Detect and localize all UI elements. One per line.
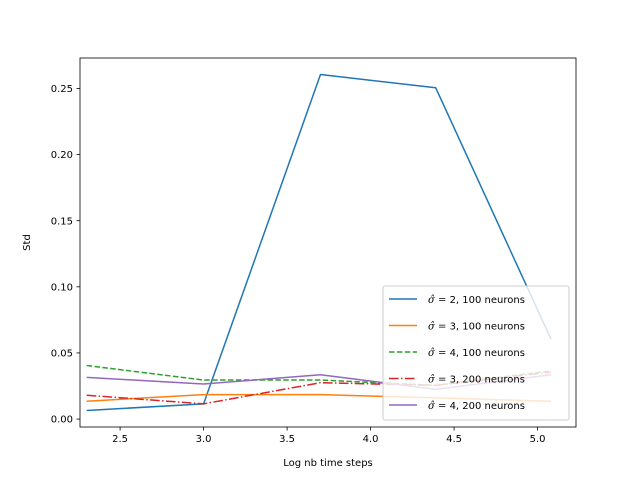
x-tick-label: 2.5 [112, 434, 128, 445]
x-tick-label: 3.5 [279, 434, 295, 445]
x-tick-label: 3.0 [196, 434, 212, 445]
y-tick-label: 0.20 [51, 150, 73, 161]
y-tick-label: 0.25 [51, 84, 73, 95]
legend-label: σ̂ = 4, 100 neurons [428, 348, 525, 359]
y-tick-label: 0.05 [51, 349, 73, 360]
x-axis-label: Log nb time steps [283, 458, 373, 469]
y-axis-ticks: 0.00 0.05 0.10 0.15 0.20 0.25 [51, 84, 80, 426]
y-axis-label: Std [22, 234, 33, 251]
legend-label: σ̂ = 2, 100 neurons [428, 295, 525, 306]
legend-label: σ̂ = 4, 200 neurons [428, 401, 525, 412]
x-axis-ticks: 2.5 3.0 3.5 4.0 4.5 5.0 [112, 427, 546, 445]
x-tick-label: 4.5 [446, 434, 462, 445]
legend: σ̂ = 2, 100 neurons σ̂ = 3, 100 neurons σ̂… [382, 285, 570, 421]
y-tick-label: 0.10 [51, 282, 73, 293]
y-tick-label: 0.00 [51, 415, 73, 426]
legend-label: σ̂ = 3, 200 neurons [428, 375, 525, 386]
x-tick-label: 4.0 [363, 434, 379, 445]
legend-box [382, 285, 570, 421]
x-tick-label: 5.0 [530, 434, 546, 445]
y-tick-label: 0.15 [51, 216, 73, 227]
series-line-1 [86, 73, 552, 412]
legend-label: σ̂ = 3, 100 neurons [428, 322, 525, 333]
axes-frame [79, 57, 577, 428]
